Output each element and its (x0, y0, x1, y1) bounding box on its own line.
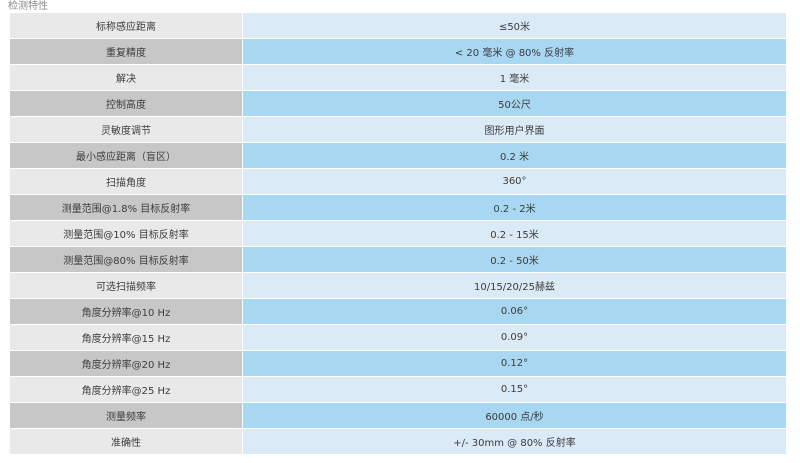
spec-value: 0.12° (242, 350, 786, 377)
spec-label: 测量频率 (10, 402, 243, 429)
spec-label: 准确性 (10, 428, 243, 455)
spec-label: 最小感应距离（盲区） (10, 142, 243, 169)
spec-value: 0.2 - 50米 (242, 246, 786, 273)
spec-value: 0.15° (242, 376, 786, 403)
spec-value: ≤50米 (242, 13, 786, 39)
spec-table: 标称感应距离 ≤50米 重复精度 < 20 毫米 @ 80% 反射率 解决 1 毫米 控制高… (10, 13, 786, 455)
table-row: 灵敏度调节 图形用户界面 (10, 116, 786, 143)
spec-value: 360° (242, 168, 786, 195)
table-row: 解决 1 毫米 (10, 64, 786, 91)
spec-value: 0.2 - 2米 (242, 194, 786, 221)
table-row: 准确性 +/- 30mm @ 80% 反射率 (10, 428, 786, 455)
spec-value: 1 毫米 (242, 64, 786, 91)
spec-label: 解决 (10, 64, 243, 91)
table-row: 标称感应距离 ≤50米 (10, 13, 786, 39)
spec-label: 标称感应距离 (10, 13, 243, 39)
spec-value: 50公尺 (242, 90, 786, 117)
table-row: 角度分辨率@15 Hz 0.09° (10, 324, 786, 351)
spec-value: 10/15/20/25赫兹 (242, 272, 786, 299)
table-row: 重复精度 < 20 毫米 @ 80% 反射率 (10, 38, 786, 65)
table-row: 可选扫描频率 10/15/20/25赫兹 (10, 272, 786, 299)
spec-label: 可选扫描频率 (10, 272, 243, 299)
spec-value: 60000 点/秒 (242, 402, 786, 429)
spec-value: 0.2 - 15米 (242, 220, 786, 247)
table-row: 控制高度 50公尺 (10, 90, 786, 117)
table-row: 角度分辨率@25 Hz 0.15° (10, 376, 786, 403)
spec-value: 图形用户界面 (242, 116, 786, 143)
spec-label: 角度分辨率@10 Hz (10, 298, 243, 325)
spec-label: 角度分辨率@15 Hz (10, 324, 243, 351)
spec-label: 重复精度 (10, 38, 243, 65)
table-row: 测量频率 60000 点/秒 (10, 402, 786, 429)
spec-value: < 20 毫米 @ 80% 反射率 (242, 38, 786, 65)
spec-label: 控制高度 (10, 90, 243, 117)
spec-label: 扫描角度 (10, 168, 243, 195)
spec-value: 0.06° (242, 298, 786, 325)
table-row: 测量范围@80% 目标反射率 0.2 - 50米 (10, 246, 786, 273)
spec-value: 0.09° (242, 324, 786, 351)
table-row: 扫描角度 360° (10, 168, 786, 195)
spec-table-body: 标称感应距离 ≤50米 重复精度 < 20 毫米 @ 80% 反射率 解决 1 毫米 控制高… (10, 13, 786, 455)
spec-label: 测量范围@80% 目标反射率 (10, 246, 243, 273)
spec-value: +/- 30mm @ 80% 反射率 (242, 428, 786, 455)
table-row: 测量范围@1.8% 目标反射率 0.2 - 2米 (10, 194, 786, 221)
spec-label: 角度分辨率@25 Hz (10, 376, 243, 403)
table-row: 测量范围@10% 目标反射率 0.2 - 15米 (10, 220, 786, 247)
spec-value: 0.2 米 (242, 142, 786, 169)
section-title: 检测特性 (8, 1, 48, 12)
table-row: 角度分辨率@20 Hz 0.12° (10, 350, 786, 377)
table-row: 角度分辨率@10 Hz 0.06° (10, 298, 786, 325)
spec-label: 角度分辨率@20 Hz (10, 350, 243, 377)
spec-label: 测量范围@1.8% 目标反射率 (10, 194, 243, 221)
spec-label: 测量范围@10% 目标反射率 (10, 220, 243, 247)
spec-label: 灵敏度调节 (10, 116, 243, 143)
table-row: 最小感应距离（盲区） 0.2 米 (10, 142, 786, 169)
